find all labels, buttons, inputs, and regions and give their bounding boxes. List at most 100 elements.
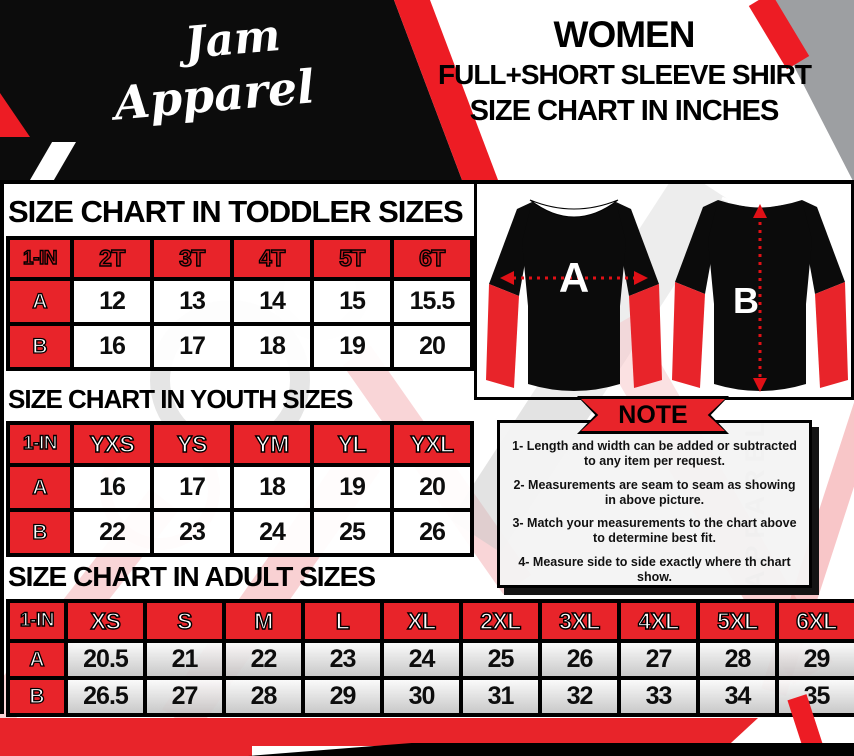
table-cell: 15.5: [390, 277, 474, 326]
header-titles: WOMEN FULL+SHORT SLEEVE SHIRT SIZE CHART…: [438, 14, 812, 129]
column-header: 3T: [178, 244, 206, 271]
table-cell: 26: [538, 639, 621, 680]
column-header: 2XL: [479, 607, 522, 634]
table-cell: 19: [310, 463, 394, 512]
column-header: 5T: [338, 244, 366, 271]
table-cell: 34: [696, 676, 779, 717]
table-cell: 25: [310, 508, 394, 557]
column-header: S: [176, 607, 193, 634]
table-cell: 16: [70, 322, 154, 371]
note-box: 1- Length and width can be added or subt…: [497, 420, 812, 588]
toddler-size-table: 1-IN 2T 3T 4T 5T 6T A 12 13 14 15 15.5 B…: [6, 236, 474, 371]
table-cell: 29: [775, 639, 854, 680]
page-title-line1: WOMEN: [553, 14, 696, 55]
table-header-row: 1-IN 2T 3T 4T 5T 6T: [6, 236, 474, 281]
table-cell: 31: [459, 676, 542, 717]
bottom-black-band: [248, 743, 854, 756]
row-label: A: [29, 647, 45, 671]
table-cell: 12: [70, 277, 154, 326]
column-header: 2T: [98, 244, 126, 271]
table-header-row: 1-IN YXS YS YM YL YXL: [6, 421, 474, 467]
front-measure-label: A: [559, 254, 589, 301]
page-title-line3: SIZE CHART IN INCHES: [469, 94, 780, 127]
adult-size-table: 1-IN XS S M L XL 2XL 3XL 4XL 5XL 6XL A 2…: [6, 599, 854, 717]
header: Jam Apparel WOMEN FULL+SHORT SLEEVE SHIR…: [0, 0, 854, 180]
note-ribbon: NOTE: [577, 396, 729, 434]
table-cell: 16: [70, 463, 154, 512]
table-cell: 22: [222, 639, 305, 680]
column-header: XS: [90, 607, 122, 634]
table-cell: 18: [230, 322, 314, 371]
corner-label: 1-IN: [22, 432, 58, 454]
shirt-diagram-panel: A B: [474, 184, 854, 400]
table-cell: 28: [222, 676, 305, 717]
table-row: A 16 17 18 19 20: [6, 463, 474, 512]
left-border: [0, 184, 4, 714]
back-measure-label: B: [733, 280, 759, 321]
table-cell: 21: [143, 639, 226, 680]
table-cell: 19: [310, 322, 394, 371]
table-row: A 20.5 21 22 23 24 25 26 27 28 29: [6, 639, 854, 680]
table-cell: 30: [380, 676, 463, 717]
row-label: A: [32, 289, 48, 313]
table-cell: 20.5: [64, 639, 147, 680]
table-cell: 26: [390, 508, 474, 557]
table-cell: 25: [459, 639, 542, 680]
column-header: M: [253, 607, 274, 634]
note-item: 4- Measure side to side exactly where th…: [518, 554, 791, 584]
adult-section-title: SIZE CHART IN ADULT SIZES: [8, 561, 376, 592]
row-label: B: [32, 334, 48, 358]
corner-label: 1-IN: [22, 247, 58, 269]
column-header: 3XL: [558, 607, 601, 634]
header-black-shape: [0, 0, 462, 180]
table-cell: 23: [301, 639, 384, 680]
table-cell: 13: [150, 277, 234, 326]
column-header: XL: [407, 607, 437, 634]
youth-size-table: 1-IN YXS YS YM YL YXL A 16 17 18 19 20 B…: [6, 421, 474, 557]
shirt-front-diagram: A: [486, 199, 662, 391]
table-cell: 35: [775, 676, 854, 717]
table-cell: 27: [143, 676, 226, 717]
column-header: 6XL: [795, 607, 838, 634]
table-cell: 14: [230, 277, 314, 326]
note-item: 3- Match your measurements to the chart …: [512, 516, 797, 546]
row-label: B: [29, 684, 45, 708]
table-row: B 16 17 18 19 20: [6, 322, 474, 371]
corner-label: 1-IN: [19, 609, 55, 631]
column-header: YM: [255, 430, 290, 457]
column-header: 4T: [258, 244, 286, 271]
table-cell: 27: [617, 639, 700, 680]
table-row: B 22 23 24 25 26: [6, 508, 474, 557]
column-header: YL: [337, 430, 367, 457]
table-header-row: 1-IN XS S M L XL 2XL 3XL 4XL 5XL 6XL: [6, 599, 854, 643]
row-label: B: [32, 520, 48, 544]
table-row: B 26.5 27 28 29 30 31 32 33 34 35: [6, 676, 854, 717]
toddler-section-title: SIZE CHART IN TODDLER SIZES: [8, 194, 464, 229]
table-cell: 32: [538, 676, 621, 717]
note-item: 2- Measurements are seam to seam as show…: [513, 477, 796, 507]
table-cell: 29: [301, 676, 384, 717]
header-divider: [0, 180, 854, 184]
page-title-line2: FULL+SHORT SLEEVE SHIRT: [438, 58, 812, 90]
table-cell: 20: [390, 463, 474, 512]
note-item: 1- Length and width can be added or subt…: [512, 439, 797, 469]
column-header: YS: [176, 430, 208, 457]
column-header: 5XL: [716, 607, 759, 634]
table-cell: 26.5: [64, 676, 147, 717]
table-cell: 15: [310, 277, 394, 326]
shirt-back-diagram: B: [672, 196, 848, 392]
bottom-red-band: [0, 718, 758, 746]
table-cell: 17: [150, 322, 234, 371]
table-cell: 20: [390, 322, 474, 371]
table-cell: 23: [150, 508, 234, 557]
column-header: L: [335, 607, 350, 634]
table-cell: 22: [70, 508, 154, 557]
column-header: 4XL: [637, 607, 680, 634]
column-header: 6T: [418, 244, 446, 271]
bottom-red-band-corner: [0, 744, 252, 756]
table-cell: 18: [230, 463, 314, 512]
column-header: YXL: [410, 430, 455, 457]
table-cell: 17: [150, 463, 234, 512]
table-cell: 24: [230, 508, 314, 557]
